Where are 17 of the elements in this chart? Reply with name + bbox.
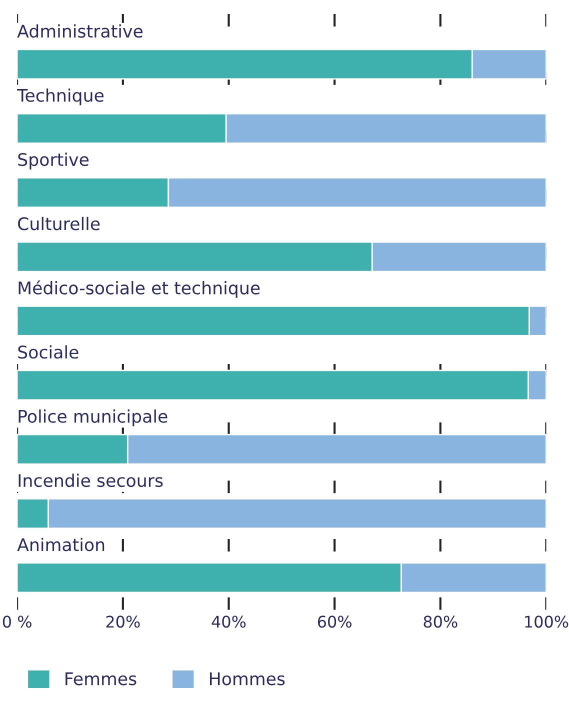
y-tick-label: Sociale [18,345,78,359]
y-tick-label: Culturelle [18,216,100,230]
x-tick-label: 20% [106,616,140,628]
y-tick-label: Administrative [17,24,143,38]
legend-label: Hommes [210,672,285,686]
x-tick-label: 40% [212,616,246,628]
y-tick-label: Sportive [18,152,89,170]
x-tick-label: 80% [424,616,458,628]
y-tick-label: Police municipale [18,409,168,426]
y-tick-label: Animation [17,538,104,552]
x-tick-label: 0 % [2,616,32,628]
y-tick-label: Incendie secours [18,474,163,488]
legend-label: Femmes [66,672,136,686]
x-tick-label: 100% [525,616,568,628]
y-tick-label: Médico-sociale et technique [18,280,260,298]
x-tick-label: 60% [318,616,352,628]
y-tick-label: Technique [17,88,104,106]
